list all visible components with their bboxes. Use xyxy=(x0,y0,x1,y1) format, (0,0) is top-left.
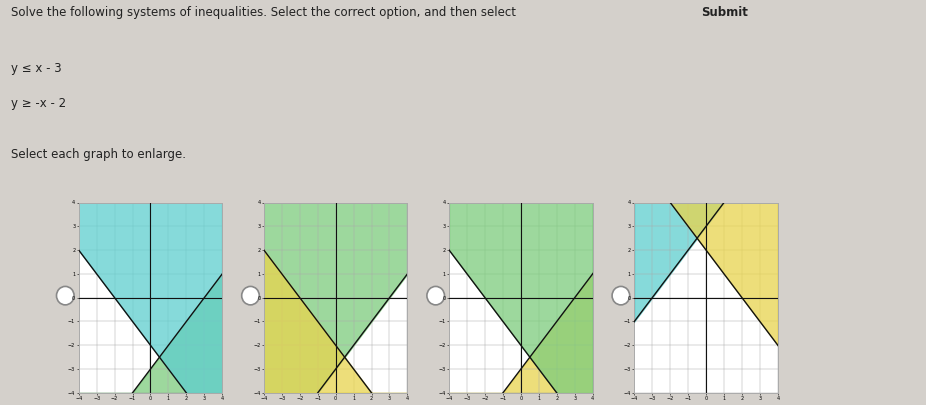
Text: y ≥ -x - 2: y ≥ -x - 2 xyxy=(11,97,67,110)
Circle shape xyxy=(612,286,630,305)
Text: Submit: Submit xyxy=(701,6,748,19)
Text: Select each graph to enlarge.: Select each graph to enlarge. xyxy=(11,148,186,161)
Text: Solve the following systems of inequalities. Select the correct option, and then: Solve the following systems of inequalit… xyxy=(11,6,519,19)
Text: y ≤ x - 3: y ≤ x - 3 xyxy=(11,62,62,75)
Circle shape xyxy=(56,286,74,305)
Circle shape xyxy=(427,286,444,305)
Circle shape xyxy=(242,286,259,305)
